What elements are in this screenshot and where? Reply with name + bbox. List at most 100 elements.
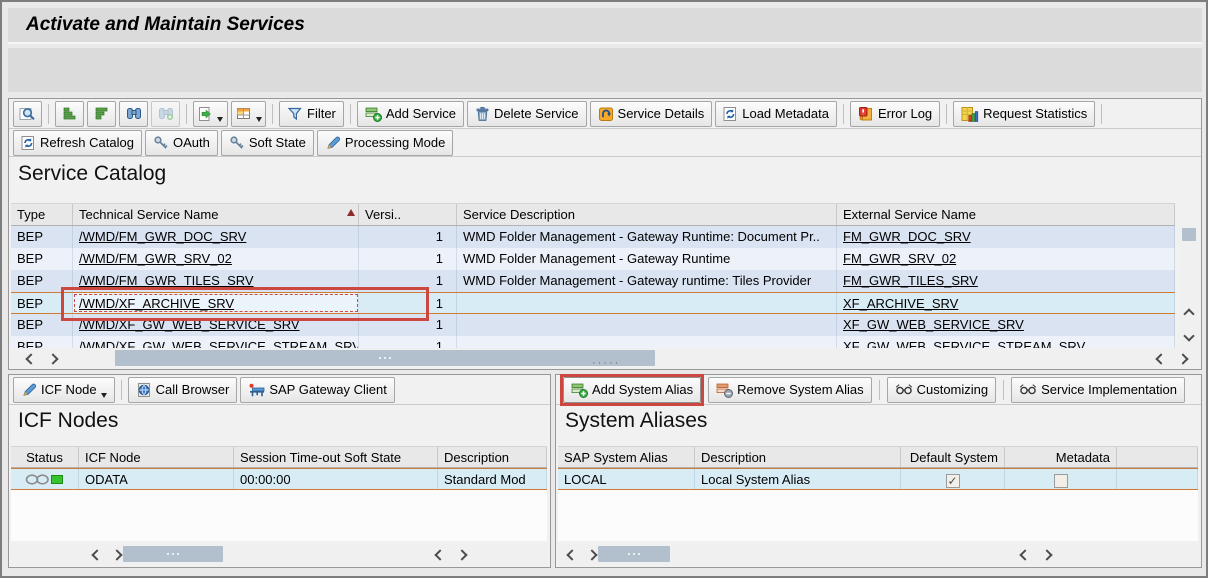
service-implementation-button[interactable]: Service Implementation — [1011, 376, 1185, 403]
technical-service-link[interactable]: /WMD/XF_GW_WEB_SERVICE_SRV — [79, 317, 300, 332]
key-icon — [230, 135, 244, 149]
remove-system-alias-button[interactable]: Remove System Alias — [708, 376, 872, 403]
default-system-checkbox[interactable]: ✓ — [945, 473, 960, 488]
column-left-button[interactable] — [1153, 351, 1169, 367]
icf-table-row[interactable]: ODATA 00:00:00 Standard Mod — [11, 468, 547, 490]
external-service-link[interactable]: FM_GWR_SRV_02 — [843, 251, 957, 266]
pencil-icon — [327, 136, 340, 149]
toolbar-separator — [349, 103, 351, 124]
cell-type: BEP — [11, 336, 73, 348]
scroll-left-button[interactable] — [564, 547, 580, 563]
column-header-description[interactable]: Description — [438, 447, 547, 467]
add-system-alias-button[interactable]: Add System Alias — [563, 376, 702, 403]
sort-ascending-icon — [63, 107, 76, 120]
horizontal-scroll-thumb[interactable] — [598, 546, 670, 562]
find-button[interactable] — [119, 100, 148, 127]
cell-version: 1 — [359, 248, 457, 270]
scroll-left-button[interactable] — [23, 351, 39, 367]
error-log-button[interactable]: Error Log — [849, 100, 941, 127]
external-service-link[interactable]: XF_ARCHIVE_SRV — [843, 296, 959, 311]
scroll-up-button[interactable] — [1182, 306, 1196, 322]
filter-button[interactable]: Filter — [279, 100, 344, 127]
sort-descending-button[interactable] — [87, 100, 116, 127]
table-row[interactable]: BEP /WMD/FM_GWR_SRV_02 1 WMD Folder Mana… — [11, 248, 1175, 270]
alias-table-row[interactable]: LOCAL Local System Alias ✓ — [558, 468, 1198, 490]
column-header-type[interactable]: Type — [11, 204, 73, 225]
technical-service-link[interactable]: /WMD/FM_GWR_DOC_SRV — [79, 229, 247, 244]
column-header-technical-service-name[interactable]: Technical Service Name — [73, 204, 359, 225]
scroll-right-button[interactable] — [45, 351, 61, 367]
column-header-service-description[interactable]: Service Description — [457, 204, 837, 225]
scroll-left-button[interactable] — [89, 547, 105, 563]
horizontal-scroll-thumb[interactable] — [115, 350, 655, 366]
service-details-button[interactable]: Service Details — [589, 100, 713, 127]
table-row-selected[interactable]: BEP /WMD/XF_ARCHIVE_SRV 1 XF_ARCHIVE_SRV — [11, 292, 1175, 314]
secondary-toolbar: Refresh Catalog OAuth Soft State Process… — [9, 129, 1201, 157]
table-row[interactable]: BEP /WMD/FM_GWR_DOC_SRV 1 WMD Folder Man… — [11, 226, 1175, 248]
external-service-link[interactable]: FM_GWR_TILES_SRV — [843, 273, 978, 288]
table-row[interactable]: BEP /WMD/FM_GWR_TILES_SRV 1 WMD Folder M… — [11, 270, 1175, 292]
column-header-version[interactable]: Versi.. — [359, 204, 457, 225]
cell-metadata — [1005, 469, 1117, 489]
chevron-right-icon — [111, 549, 123, 561]
refresh-catalog-button[interactable]: Refresh Catalog — [13, 129, 142, 156]
sort-ascending-indicator-icon — [347, 209, 355, 216]
column-left-button[interactable] — [1017, 547, 1033, 563]
technical-service-link[interactable]: /WMD/FM_GWR_TILES_SRV — [79, 273, 254, 288]
external-service-link[interactable]: XF_GW_WEB_SERVICE_SRV — [843, 317, 1024, 332]
request-statistics-button[interactable]: Request Statistics — [953, 100, 1096, 127]
sort-ascending-button[interactable] — [55, 100, 84, 127]
catalog-vertical-scrollbar[interactable] — [1180, 226, 1198, 348]
oauth-button[interactable]: OAuth — [144, 129, 218, 156]
icf-node-button[interactable]: ICF Node — [13, 376, 115, 403]
chevron-right-icon — [47, 353, 59, 365]
horizontal-scroll-thumb[interactable] — [123, 546, 223, 562]
export-button[interactable] — [193, 100, 228, 127]
toolbar-separator — [878, 379, 880, 400]
technical-service-link[interactable]: /WMD/XF_ARCHIVE_SRV — [79, 296, 235, 311]
column-header-icf-node[interactable]: ICF Node — [79, 447, 234, 467]
system-aliases-title: System Aliases — [565, 409, 708, 432]
choose-detail-button[interactable] — [13, 100, 42, 127]
column-header-metadata[interactable]: Metadata — [1005, 447, 1117, 467]
layout-button[interactable] — [231, 100, 266, 127]
column-right-button[interactable] — [1175, 351, 1191, 367]
technical-service-link[interactable]: /WMD/FM_GWR_SRV_02 — [79, 251, 232, 266]
load-metadata-button[interactable]: Load Metadata — [715, 100, 837, 127]
processing-mode-label: Processing Mode — [344, 135, 446, 150]
vertical-scroll-thumb[interactable] — [1182, 228, 1196, 241]
metadata-checkbox[interactable] — [1053, 473, 1068, 488]
column-right-button[interactable] — [1039, 547, 1055, 563]
processing-mode-button[interactable]: Processing Mode — [316, 129, 454, 156]
add-system-alias-label: Add System Alias — [592, 382, 694, 397]
column-header-default-system[interactable]: Default System — [901, 447, 1005, 467]
alias-horizontal-scrollbar[interactable] — [558, 544, 1199, 565]
add-service-button[interactable]: Add Service — [356, 100, 464, 127]
column-right-button[interactable] — [454, 547, 470, 563]
soft-state-button[interactable]: Soft State — [220, 129, 314, 156]
external-service-link[interactable]: FM_GWR_DOC_SRV — [843, 229, 971, 244]
find-next-button[interactable] — [151, 100, 180, 127]
column-header-sap-system-alias[interactable]: SAP System Alias — [558, 447, 695, 467]
call-browser-button[interactable]: Call Browser — [127, 376, 238, 403]
sap-gateway-client-button[interactable]: SAP Gateway Client — [240, 376, 395, 403]
request-statistics-icon — [961, 106, 979, 122]
splitter-handle[interactable]: ····· — [592, 357, 621, 369]
cell-description: WMD Folder Management - Gateway Runtime:… — [457, 226, 837, 248]
delete-service-button[interactable]: Delete Service — [466, 100, 587, 127]
column-header-external-service-name[interactable]: External Service Name — [837, 204, 1175, 225]
chevron-right-icon — [1041, 549, 1053, 561]
column-header-session-timeout[interactable]: Session Time-out Soft State — [234, 447, 438, 467]
column-header-status[interactable]: Status — [11, 447, 79, 467]
external-service-link[interactable]: XF_GW_WEB_SERVICE_STREAM_SRV — [843, 339, 1086, 348]
catalog-horizontal-scrollbar[interactable] — [11, 348, 1199, 369]
alias-table-header: SAP System Alias Description Default Sys… — [558, 446, 1198, 468]
icf-horizontal-scrollbar[interactable] — [11, 544, 548, 565]
scroll-down-button[interactable] — [1182, 328, 1196, 344]
column-left-button[interactable] — [432, 547, 448, 563]
table-row[interactable]: BEP /WMD/XF_GW_WEB_SERVICE_SRV 1 XF_GW_W… — [11, 314, 1175, 336]
technical-service-link[interactable]: /WMD/XF_GW_WEB_SERVICE_STREAM_SRV — [79, 339, 359, 348]
table-row[interactable]: BEP /WMD/XF_GW_WEB_SERVICE_STREAM_SRV 1 … — [11, 336, 1175, 348]
customizing-button[interactable]: Customizing — [886, 376, 997, 403]
column-header-description[interactable]: Description — [695, 447, 901, 467]
